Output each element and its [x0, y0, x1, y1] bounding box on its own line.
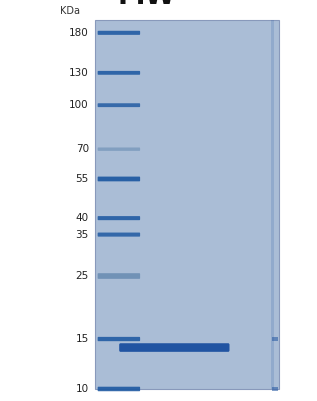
Text: 35: 35	[75, 230, 89, 239]
FancyBboxPatch shape	[98, 71, 140, 75]
FancyBboxPatch shape	[98, 273, 140, 279]
Text: KDa: KDa	[60, 6, 80, 16]
Text: 55: 55	[75, 174, 89, 184]
FancyBboxPatch shape	[98, 216, 140, 220]
FancyBboxPatch shape	[98, 103, 140, 107]
FancyBboxPatch shape	[119, 343, 230, 352]
Text: 130: 130	[69, 68, 89, 78]
Text: 15: 15	[75, 334, 89, 344]
FancyBboxPatch shape	[98, 31, 140, 35]
FancyBboxPatch shape	[98, 148, 140, 151]
Text: 180: 180	[69, 28, 89, 38]
Text: 40: 40	[76, 213, 89, 223]
FancyBboxPatch shape	[95, 20, 279, 389]
Text: 70: 70	[76, 144, 89, 154]
FancyBboxPatch shape	[98, 387, 140, 391]
Text: 100: 100	[69, 100, 89, 110]
FancyBboxPatch shape	[98, 176, 140, 181]
FancyBboxPatch shape	[272, 387, 278, 391]
Text: 10: 10	[76, 384, 89, 394]
FancyBboxPatch shape	[98, 233, 140, 237]
Text: MW: MW	[118, 0, 176, 10]
FancyBboxPatch shape	[271, 20, 274, 389]
FancyBboxPatch shape	[272, 337, 278, 341]
Text: 25: 25	[75, 271, 89, 281]
FancyBboxPatch shape	[98, 337, 140, 341]
